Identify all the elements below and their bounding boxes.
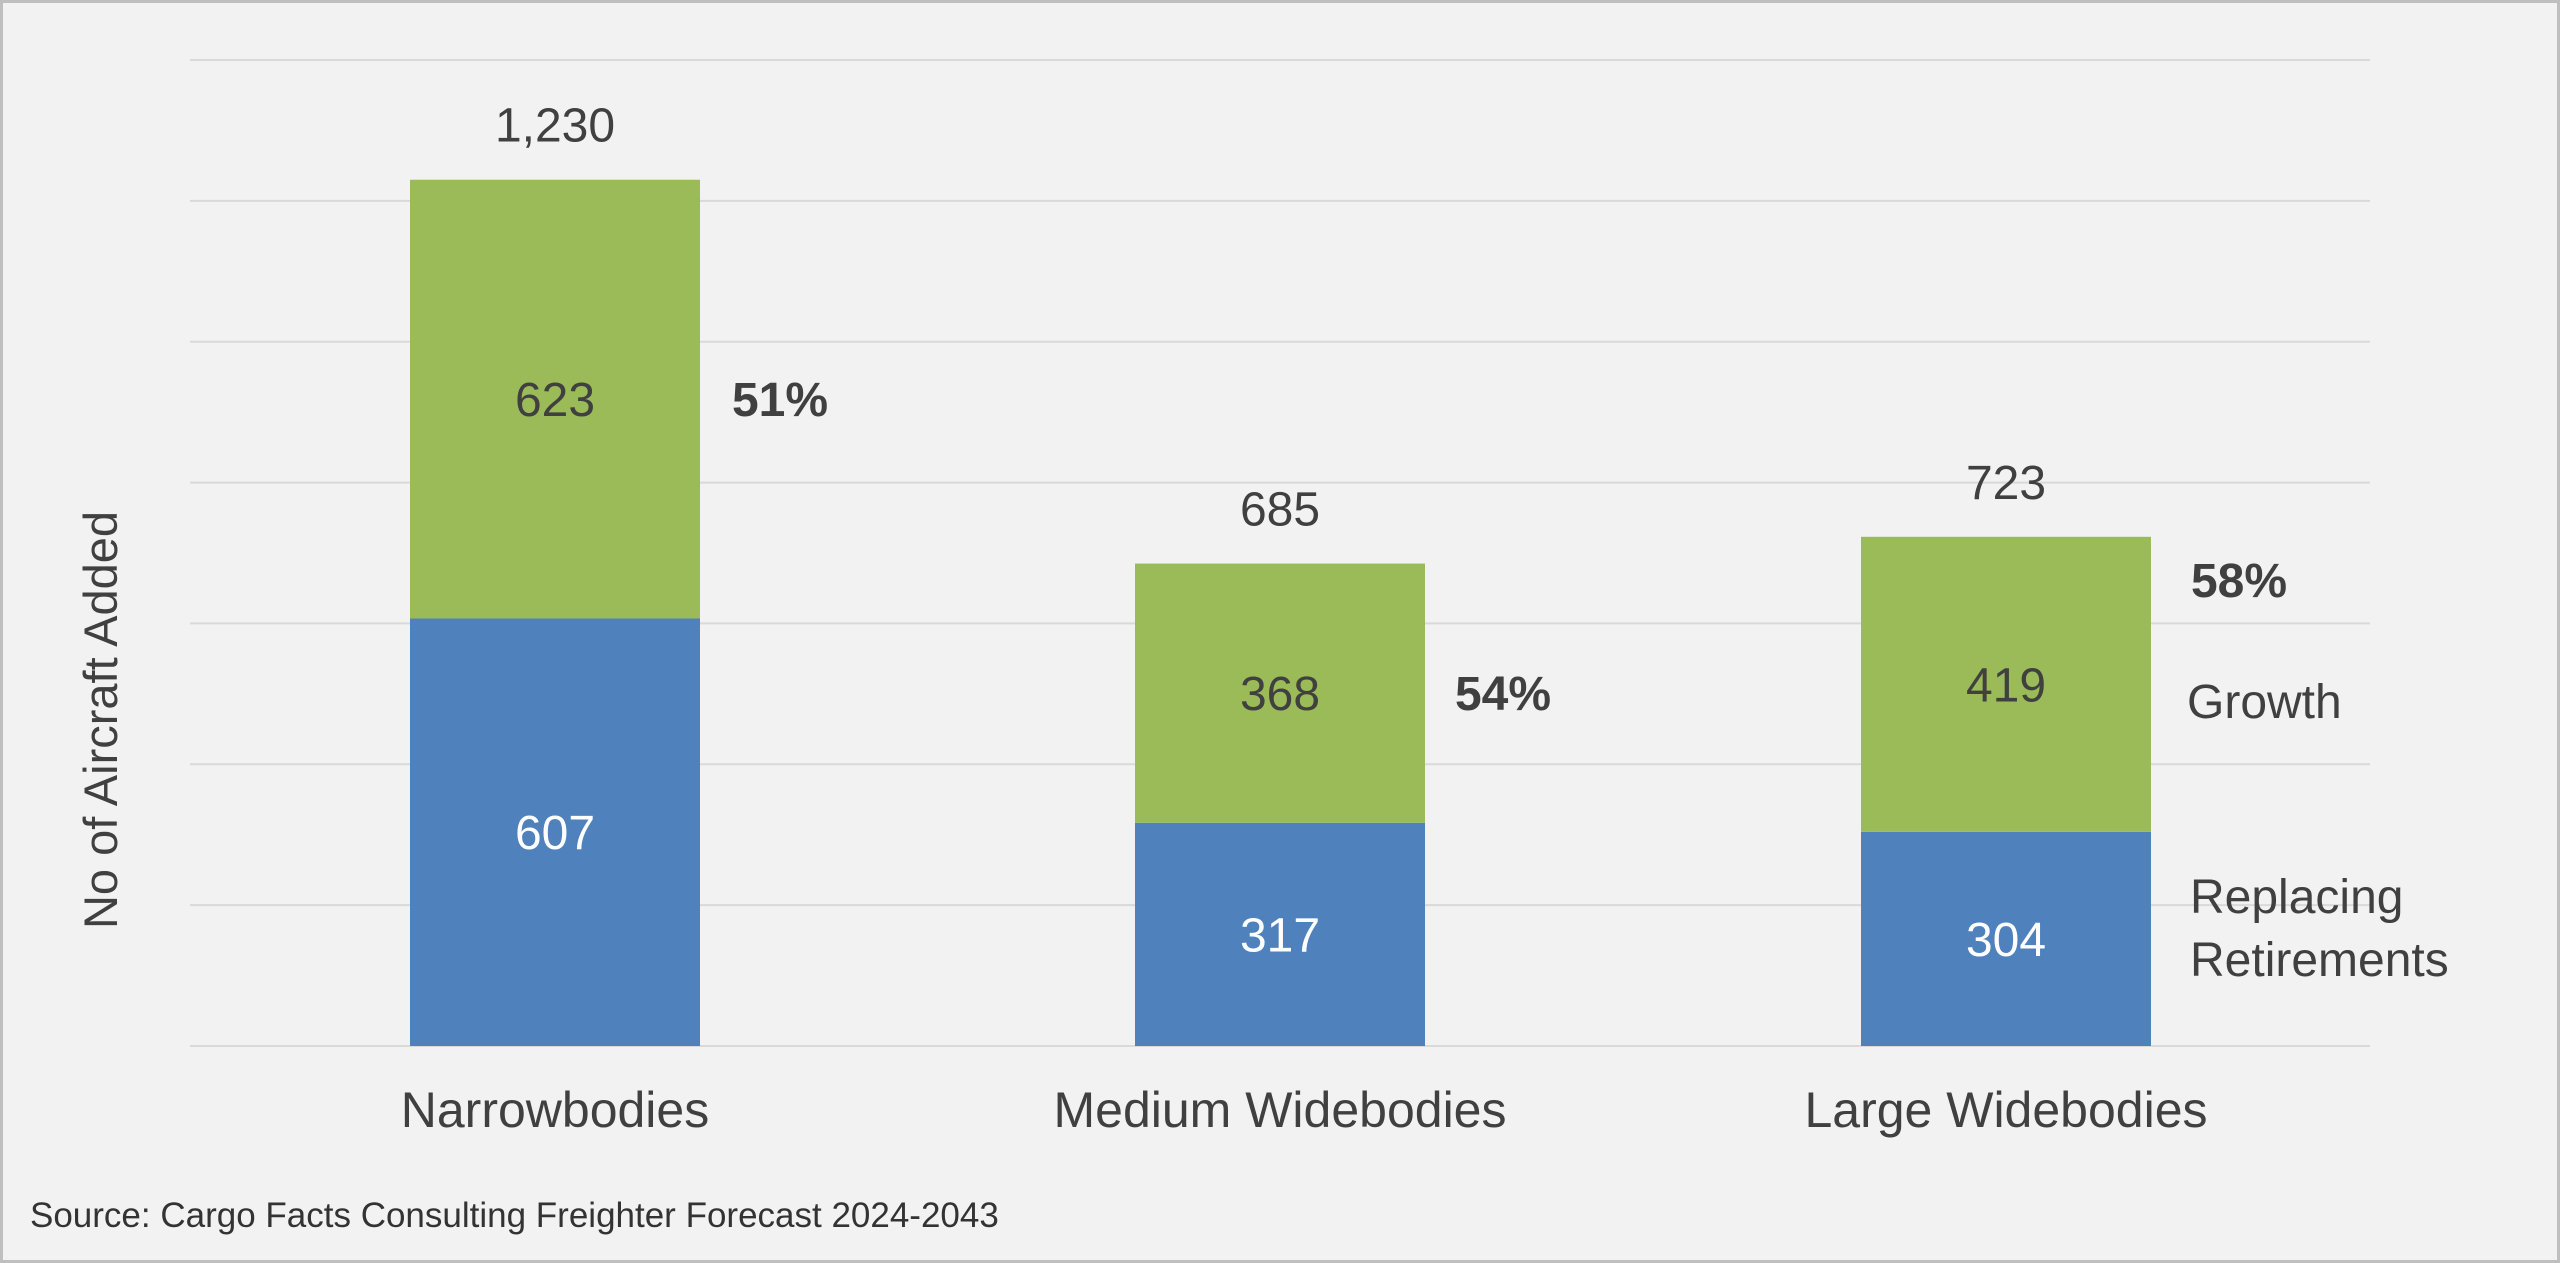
segment-value-label: 317 [1240,909,1320,962]
total-label: 1,230 [495,100,615,153]
segment-value-label: 419 [1966,659,2046,712]
segment-value-label: 368 [1240,668,1320,721]
segment-value-label: 304 [1966,914,2046,967]
legend: Growth Replacing Retirements [2187,676,2449,987]
total-label: 685 [1240,484,1320,537]
total-label: 723 [1966,457,2046,510]
segment-value-label: 623 [515,374,595,427]
source-note: Source: Cargo Facts Consulting Freighter… [30,1196,999,1235]
y-axis-label: No of Aircraft Added [74,511,127,929]
bar-segment [1135,822,1425,1046]
growth-share-label: 51% [732,374,828,427]
growth-share-label: 54% [1455,668,1551,721]
bar-segment [1861,831,2151,1046]
bars [410,179,2151,1046]
bar-segment [410,618,700,1046]
legend-retirements-line1: Replacing [2190,871,2403,924]
legend-retirements-line2: Retirements [2190,934,2449,987]
category-label: Narrowbodies [401,1082,709,1138]
segment-value-label: 607 [515,807,595,860]
legend-growth: Growth [2187,676,2342,729]
labels: 607 623 1,230 51% Narrowbodies 317 368 685 54% Me… [401,100,2287,1138]
growth-share-label: 58% [2191,555,2287,608]
category-label: Medium Widebodies [1054,1082,1507,1138]
bar-segment [1861,536,2151,832]
bar-segment [410,179,700,619]
category-label: Large Widebodies [1804,1082,2207,1138]
bar-segment [1135,563,1425,823]
